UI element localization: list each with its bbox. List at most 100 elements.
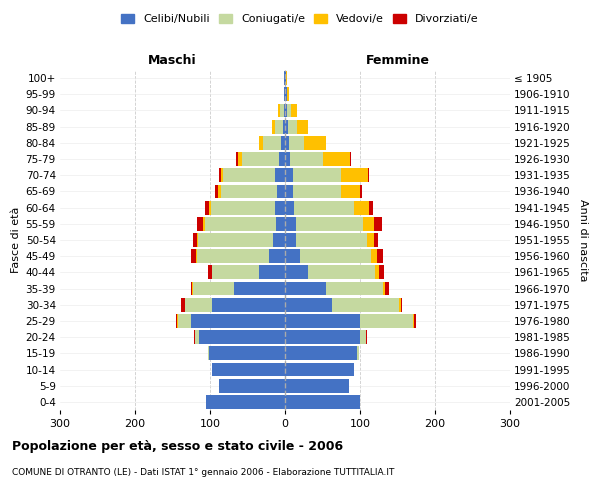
Bar [401,298,402,312]
Bar [205,217,276,230]
Legend: Celibi/Nubili, Coniugati/e, Vedovi/e, Divorziati/e: Celibi/Nubili, Coniugati/e, Vedovi/e, Di… [118,10,482,28]
Bar [285,298,331,312]
Bar [223,168,275,182]
Bar [285,379,349,392]
Bar [285,168,293,182]
Y-axis label: Fasce di età: Fasce di età [11,207,22,273]
Bar [177,314,178,328]
Bar [269,250,285,263]
Bar [219,379,285,392]
Bar [218,184,221,198]
Bar [283,120,285,134]
Bar [185,298,212,312]
Bar [280,104,284,118]
Bar [360,184,361,198]
Bar [357,346,359,360]
Bar [208,266,212,280]
Bar [276,217,285,230]
Text: Popolazione per età, sesso e stato civile - 2006: Popolazione per età, sesso e stato civil… [12,440,343,453]
Bar [285,217,296,230]
Bar [221,168,223,182]
Bar [285,282,326,296]
Bar [383,282,385,296]
Bar [285,362,354,376]
Bar [286,71,287,85]
Bar [198,233,273,247]
Bar [192,282,193,296]
Bar [212,298,285,312]
Bar [369,200,373,214]
Bar [308,266,375,280]
Bar [272,120,275,134]
Bar [241,152,279,166]
Bar [284,104,285,118]
Bar [191,282,192,296]
Bar [181,298,185,312]
Bar [197,233,198,247]
Bar [279,152,285,166]
Bar [379,266,384,280]
Bar [304,136,326,149]
Bar [360,314,413,328]
Text: COMUNE DI OTRANTO (LE) - Dati ISTAT 1° gennaio 2006 - Elaborazione TUTTITALIA.IT: COMUNE DI OTRANTO (LE) - Dati ISTAT 1° g… [12,468,394,477]
Bar [300,250,371,263]
Bar [209,346,285,360]
Bar [285,104,287,118]
Bar [290,152,323,166]
Bar [259,136,263,149]
Bar [278,104,280,118]
Bar [293,184,341,198]
Bar [191,314,285,328]
Bar [259,266,285,280]
Bar [285,250,300,263]
Bar [287,104,291,118]
Bar [221,184,277,198]
Bar [371,250,377,263]
Bar [176,314,177,328]
Bar [194,330,195,344]
Bar [284,88,285,101]
Bar [281,136,285,149]
Bar [196,250,197,263]
Bar [275,168,285,182]
Bar [285,346,357,360]
Bar [296,233,367,247]
Bar [285,314,360,328]
Bar [287,88,289,101]
Bar [285,120,288,134]
Bar [203,217,205,230]
Bar [212,266,259,280]
Bar [291,104,297,118]
Bar [193,233,197,247]
Bar [323,152,349,166]
Bar [178,314,191,328]
Bar [414,314,416,328]
Bar [206,395,285,409]
Bar [199,330,285,344]
Bar [366,330,367,344]
Text: Maschi: Maschi [148,54,197,67]
Bar [285,233,296,247]
Bar [285,71,286,85]
Bar [288,120,297,134]
Bar [219,168,221,182]
Bar [374,217,382,230]
Bar [285,330,360,344]
Bar [197,250,269,263]
Bar [296,217,363,230]
Bar [275,200,285,214]
Bar [293,168,341,182]
Bar [211,200,275,214]
Bar [289,136,304,149]
Bar [285,152,290,166]
Bar [273,233,285,247]
Bar [275,120,283,134]
Bar [360,330,366,344]
Bar [215,184,218,198]
Bar [263,136,281,149]
Bar [193,282,234,296]
Bar [367,168,369,182]
Bar [326,282,383,296]
Bar [367,233,374,247]
Bar [285,200,294,214]
